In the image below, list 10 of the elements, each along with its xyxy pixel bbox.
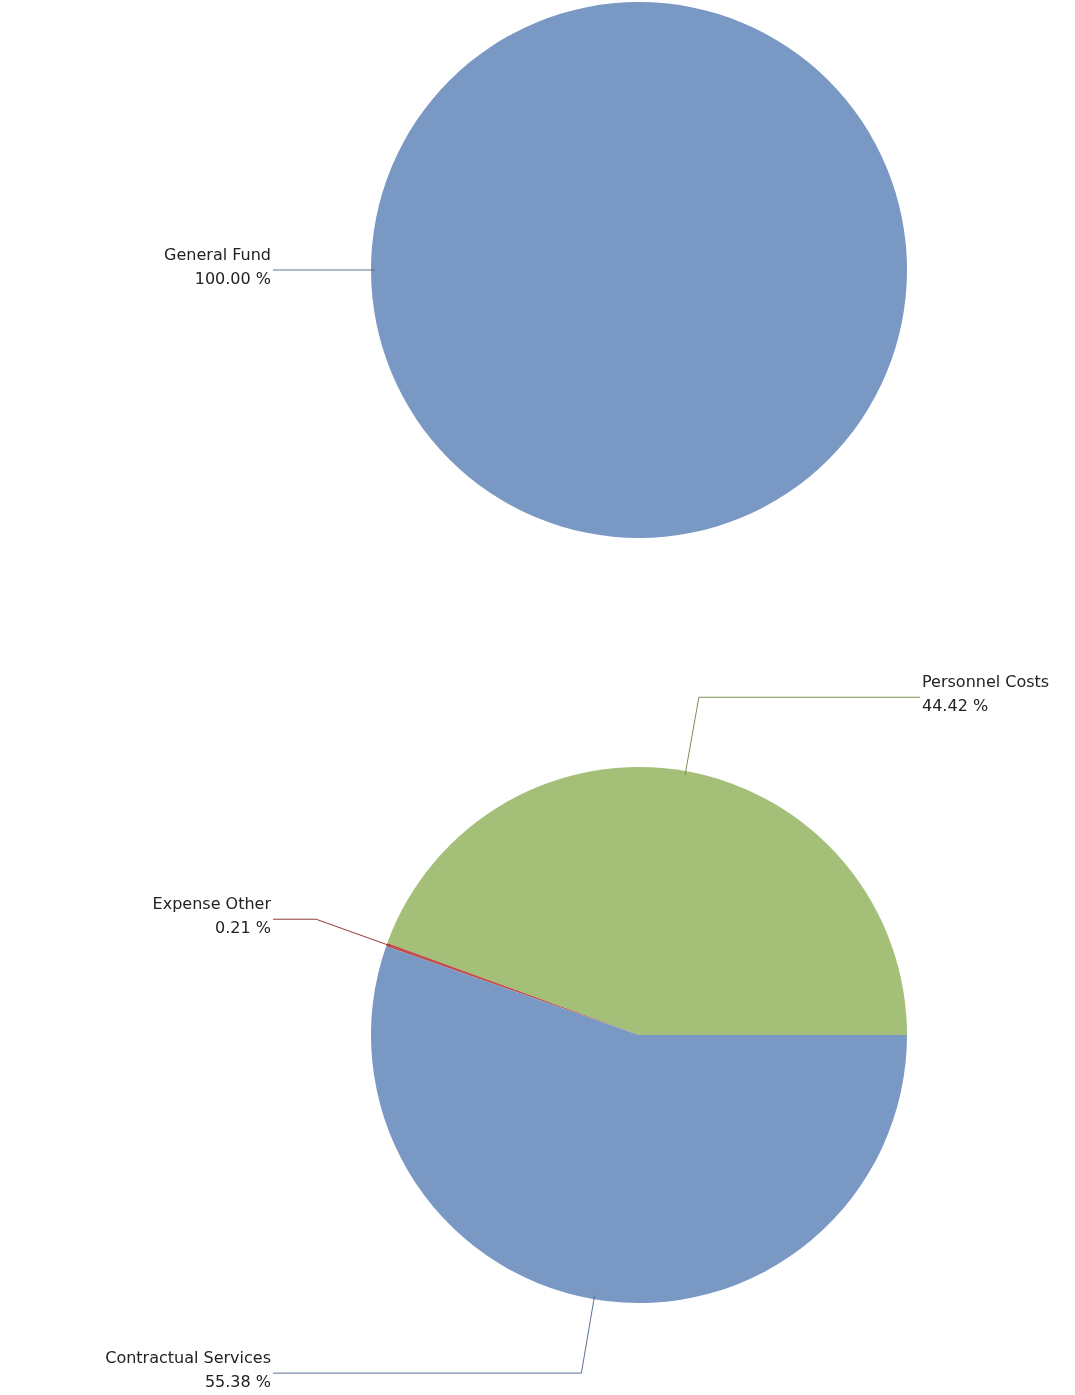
pie-slice (371, 946, 907, 1303)
slice-label: Contractual Services (105, 1348, 271, 1368)
data-label: 44.42 % (922, 696, 989, 716)
slice-label: Personnel Costs (922, 672, 1050, 692)
pie-slice (387, 767, 907, 1035)
data-label: 100.00 % (194, 269, 271, 288)
data-label: 0.21 % (215, 918, 271, 938)
slice-label: General Fund (164, 245, 271, 264)
slice-label: Expense Other (152, 894, 272, 914)
data-label: 55.38 % (204, 1372, 271, 1392)
